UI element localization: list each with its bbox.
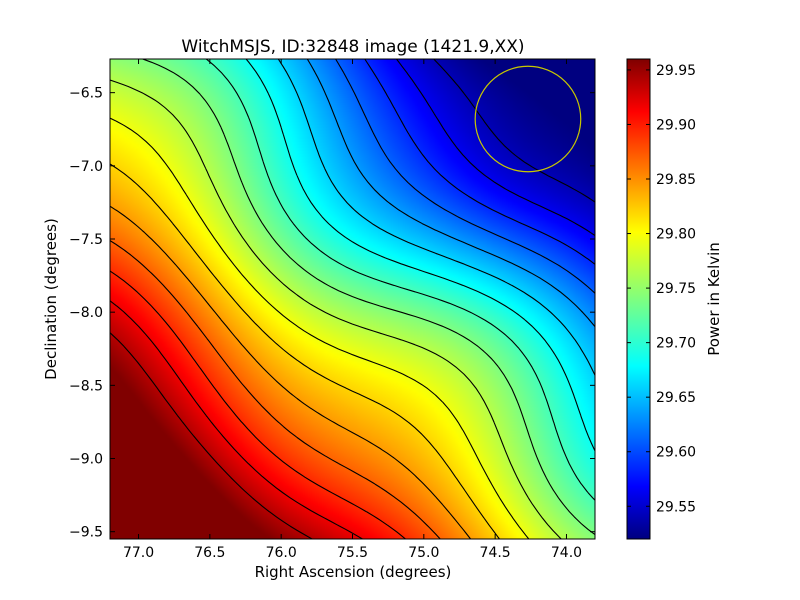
y-tick-label: −7.5: [69, 232, 103, 248]
x-tick-label: 77.0: [123, 545, 154, 561]
x-axis-ticks: 77.0 76.5 76.0 75.5 75.0 74.5 74.0: [123, 59, 582, 561]
colorbar-label: Power in Kelvin: [705, 242, 723, 356]
x-tick-label: 75.5: [337, 545, 368, 561]
colorbar-tick-label: 29.85: [656, 172, 696, 188]
y-axis-ticks: −6.5 −7.0 −7.5 −8.0 −8.5 −9.0 −9.5: [69, 86, 595, 541]
contour-line: [396, 59, 595, 236]
x-tick-label: 76.0: [266, 545, 297, 561]
contour-line: [306, 59, 595, 328]
contour-line: [277, 59, 595, 376]
chart-title: WitchMSJS, ID:32848 image (1421.9,XX): [181, 37, 524, 57]
beam-circle: [474, 65, 582, 173]
contour-line: [110, 240, 441, 539]
y-tick-label: −8.5: [69, 378, 103, 394]
colorbar-ticks: 29.55 29.60 29.65 29.70 29.75 29.80 29.85 29.90…: [627, 63, 696, 515]
contour-line: [110, 79, 562, 539]
colorbar-tick-label: 29.95: [656, 63, 696, 79]
contour-line: [110, 205, 472, 539]
contour-line: [245, 59, 595, 452]
colorbar-tick-label: 29.70: [656, 336, 696, 352]
colorbar: [626, 58, 651, 540]
colorbar-tick-label: 29.75: [656, 281, 696, 297]
y-tick-label: −9.0: [69, 452, 103, 468]
heatmap-image: [110, 59, 595, 539]
y-axis-label: Declination (degrees): [42, 218, 60, 380]
x-tick-label: 74.5: [480, 545, 511, 561]
colorbar-tick-label: 29.55: [656, 499, 696, 515]
contour-lines: [110, 59, 595, 539]
colorbar-tick-label: 29.80: [656, 227, 696, 243]
colorbar-tick-label: 29.90: [656, 117, 696, 133]
x-axis-label: Right Ascension (degrees): [255, 563, 452, 581]
contour-line: [335, 59, 595, 294]
contour-line: [110, 117, 530, 539]
x-tick-label: 74.0: [551, 545, 582, 561]
contour-line: [364, 59, 595, 265]
y-tick-label: −8.0: [69, 305, 103, 321]
contour-line: [110, 300, 363, 539]
colorbar-tick-label: 29.65: [656, 390, 696, 406]
y-tick-label: −6.5: [69, 86, 103, 102]
y-tick-label: −9.5: [69, 525, 103, 541]
colorbar-tick-label: 29.60: [656, 445, 696, 461]
y-tick-label: −7.0: [69, 159, 103, 175]
x-tick-label: 75.0: [408, 545, 439, 561]
contour-line: [433, 59, 595, 203]
x-tick-label: 76.5: [194, 545, 225, 561]
